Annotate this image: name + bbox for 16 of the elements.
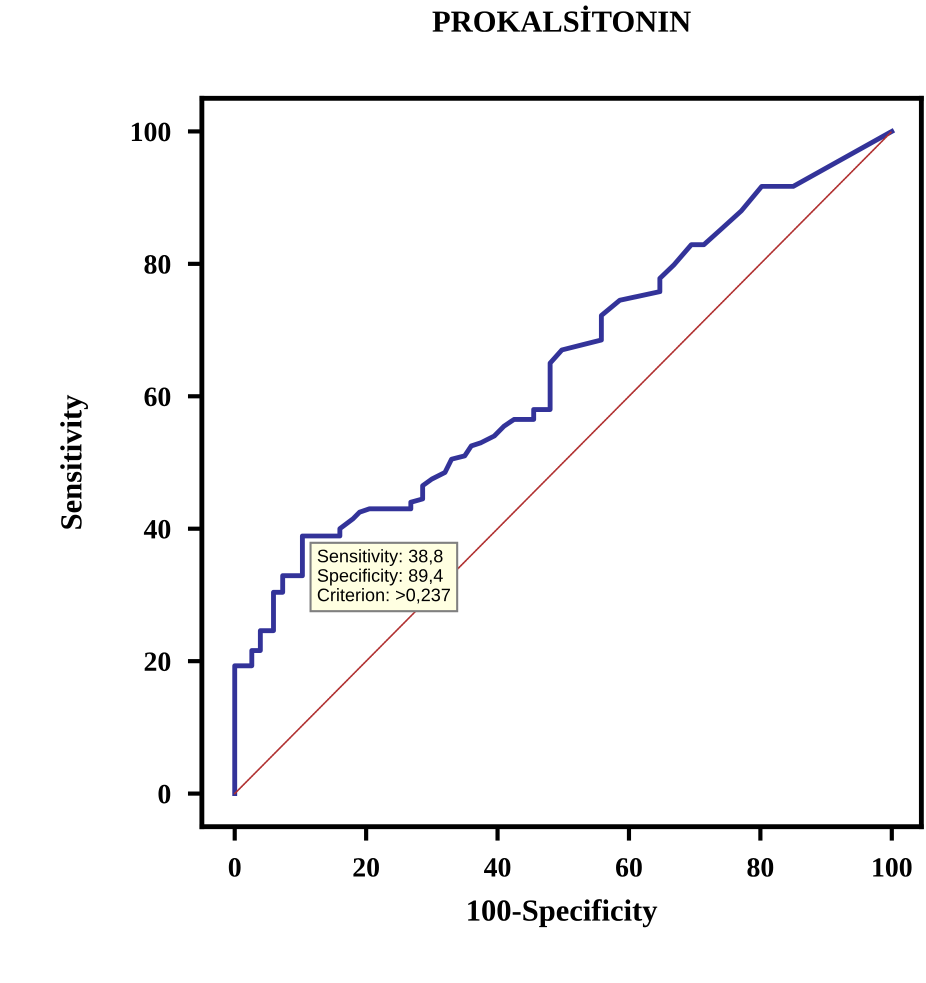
x-tick-label: 80	[747, 858, 774, 877]
x-tick-label: 20	[353, 858, 379, 877]
y-tick-label: 100	[132, 122, 170, 142]
x-tick-label: 100	[873, 858, 912, 877]
x-axis-title: 100-Specificity	[468, 899, 658, 928]
x-tick-label: 0	[228, 858, 241, 877]
x-tick-label: 60	[616, 858, 642, 877]
y-tick-label: 80	[144, 255, 170, 274]
x-tick-label: 40	[484, 858, 510, 877]
y-tick-label: 40	[144, 520, 170, 539]
y-axis-title: Sensitivity	[60, 394, 88, 529]
annotation: Sensitivity: 38,8 Specificity: 89,4 Criterion: >0,237	[318, 549, 450, 604]
chart-title: PROKALSİTONIN	[432, 6, 691, 32]
y-tick-label: 60	[144, 387, 170, 406]
y-tick-label: 20	[144, 652, 170, 672]
y-tick-label: 0	[158, 784, 170, 804]
